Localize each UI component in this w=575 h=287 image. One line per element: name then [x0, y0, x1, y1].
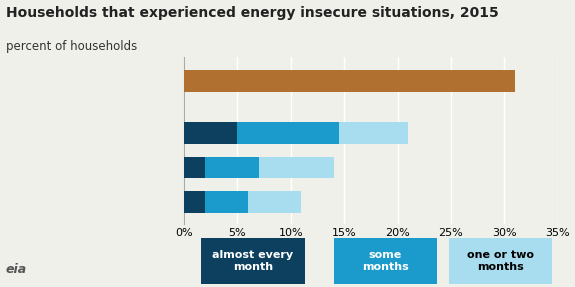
Bar: [259, 157, 334, 179]
Bar: [184, 70, 515, 92]
Bar: [205, 157, 259, 179]
Text: Households that experienced energy insecure situations, 2015: Households that experienced energy insec…: [6, 6, 499, 20]
Text: eia: eia: [6, 263, 27, 276]
Text: some
months: some months: [362, 250, 409, 272]
Bar: [184, 191, 205, 213]
Bar: [184, 122, 237, 144]
Text: one or two
months: one or two months: [467, 250, 534, 272]
Bar: [237, 122, 339, 144]
Bar: [205, 191, 248, 213]
Bar: [248, 191, 301, 213]
Bar: [184, 157, 205, 179]
Text: percent of households: percent of households: [6, 40, 137, 53]
Bar: [339, 122, 408, 144]
Text: almost every
month: almost every month: [212, 250, 294, 272]
